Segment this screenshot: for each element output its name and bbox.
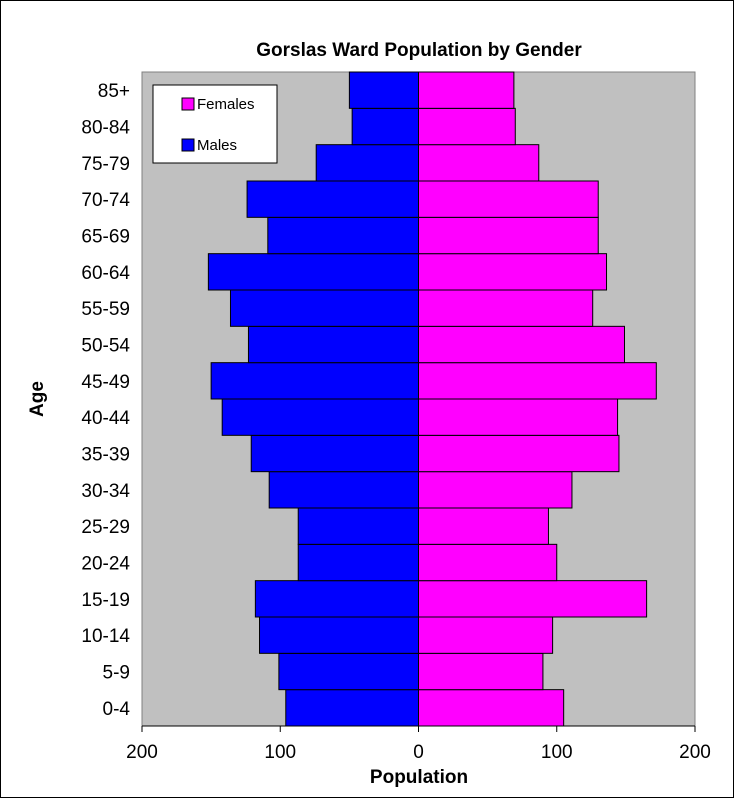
y-tick-label: 20-24 (81, 554, 130, 575)
bar-females-10-14 (418, 616, 554, 654)
y-tick-label: 80-84 (81, 118, 130, 139)
bar-males-80-84 (351, 107, 420, 146)
bar-males-5-9 (278, 652, 419, 691)
bar-males-20-24 (297, 543, 419, 582)
bar-females-30-34 (418, 471, 573, 509)
x-tick-label: 100 (541, 742, 573, 763)
x-tick-label: 200 (126, 742, 158, 763)
bar-females-65-69 (418, 216, 599, 255)
bar-males-50-54 (247, 325, 419, 364)
bar-females-60-64 (418, 253, 608, 291)
y-axis-label: Age (27, 381, 48, 417)
bar-males-35-39 (250, 434, 419, 473)
bar-females-50-54 (418, 325, 625, 364)
bar-females-5-9 (418, 652, 544, 691)
y-tick-label: 75-79 (81, 154, 130, 175)
bar-females-80-84 (418, 107, 516, 146)
x-axis-label: Population (370, 767, 468, 788)
bar-males-30-34 (268, 471, 419, 509)
legend-swatch-males (181, 138, 195, 152)
y-tick-label: 30-34 (81, 481, 130, 502)
bar-males-55-59 (229, 289, 419, 327)
bar-males-70-74 (246, 180, 419, 218)
bar-females-45-49 (418, 362, 657, 400)
y-tick-label: 0-4 (103, 699, 131, 720)
y-tick-label: 50-54 (81, 336, 130, 357)
y-tick-label: 10-14 (81, 626, 130, 647)
bar-males-10-14 (259, 616, 420, 654)
legend-label-males: Males (197, 137, 237, 154)
x-tick-label: 0 (413, 742, 424, 763)
bar-males-60-64 (207, 253, 419, 291)
y-tick-label: 70-74 (81, 190, 130, 211)
bar-males-45-49 (210, 362, 419, 400)
bar-males-65-69 (267, 216, 419, 255)
x-tick-label: 200 (679, 742, 711, 763)
y-tick-label: 65-69 (81, 227, 130, 248)
y-tick-label: 55-59 (81, 299, 130, 320)
y-tick-label: 15-19 (81, 590, 130, 611)
bar-females-75-79 (418, 144, 540, 182)
bar-males-0-4 (285, 689, 419, 727)
bar-males-75-79 (315, 144, 420, 182)
bar-females-35-39 (418, 434, 620, 473)
bars-group (207, 71, 657, 727)
chart-title: Gorslas Ward Population by Gender (256, 40, 582, 61)
y-tick-label: 60-64 (81, 263, 130, 284)
legend-swatch-females (181, 97, 195, 111)
legend-box (152, 84, 278, 164)
y-tick-label: 35-39 (81, 445, 130, 466)
bar-females-85+ (418, 71, 515, 109)
y-tick-label: 5-9 (103, 663, 130, 684)
y-tick-label: 25-29 (81, 517, 130, 538)
legend-label-females: Females (197, 96, 255, 113)
bar-females-70-74 (418, 180, 599, 218)
bar-females-40-44 (418, 398, 619, 436)
bar-males-15-19 (254, 580, 419, 618)
y-tick-label: 40-44 (81, 408, 130, 429)
bar-females-55-59 (418, 289, 594, 327)
y-tick-label: 85+ (98, 81, 130, 102)
y-tick-label: 45-49 (81, 372, 130, 393)
bar-females-25-29 (418, 507, 549, 545)
bar-females-15-19 (418, 580, 648, 618)
bar-males-40-44 (221, 398, 419, 436)
x-tick-labels: 200 100 0 100 200 (126, 726, 711, 763)
bar-females-20-24 (418, 543, 558, 582)
bar-males-25-29 (297, 507, 419, 545)
x-tick-label: 100 (264, 742, 296, 763)
y-tick-labels: 0-4 5-9 10-14 15-19 20-24 25-29 30-34 35-39 40-4… (81, 81, 130, 720)
legend: Females Males (152, 84, 278, 164)
bar-males-85+ (348, 71, 419, 109)
bar-females-0-4 (418, 689, 565, 727)
